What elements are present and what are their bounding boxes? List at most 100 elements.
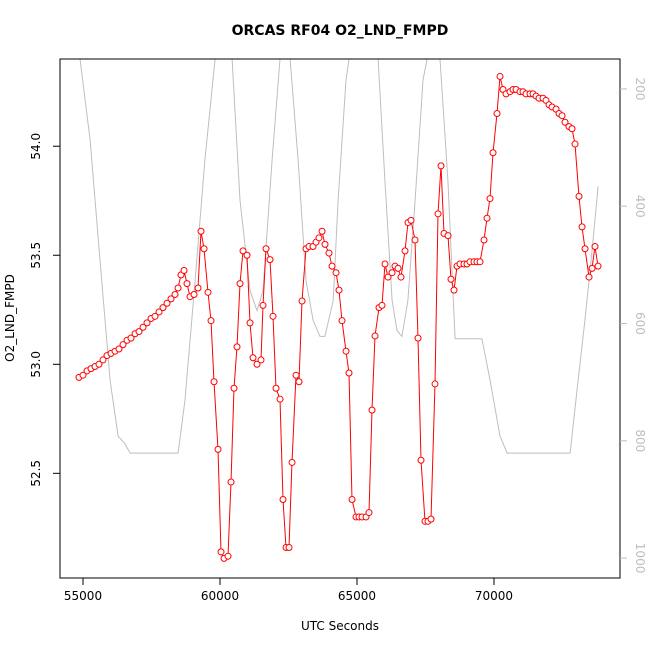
data-point: [298, 297, 306, 305]
data-point: [200, 245, 208, 253]
data-point: [321, 240, 329, 248]
data-point: [269, 312, 277, 320]
data-point: [210, 378, 218, 386]
data-point: [180, 267, 188, 275]
data-point: [437, 162, 445, 170]
data-point: [214, 445, 222, 453]
data-point: [378, 301, 386, 309]
y-tick-label: 53.5: [29, 242, 43, 269]
data-point: [594, 262, 602, 270]
data-point: [394, 264, 402, 272]
data-point: [276, 395, 284, 403]
data-point: [450, 286, 458, 294]
data-point: [332, 269, 340, 277]
data-point: [571, 140, 579, 148]
data-point: [239, 247, 247, 255]
data-point: [315, 234, 323, 242]
data-point: [407, 216, 415, 224]
y2-tick-label: 400: [633, 195, 647, 218]
series-line: [79, 59, 599, 454]
data-point: [496, 72, 504, 80]
data-point: [249, 354, 257, 362]
x-tick-label: 55000: [64, 589, 102, 603]
data-point: [227, 478, 235, 486]
data-point: [417, 456, 425, 464]
plot-area: [75, 59, 602, 562]
data-point: [115, 345, 123, 353]
x-axis-label: UTC Seconds: [301, 619, 379, 633]
data-point: [171, 291, 179, 299]
data-point: [434, 210, 442, 218]
data-point: [447, 275, 455, 283]
y-tick-label: 52.5: [29, 460, 43, 487]
data-point: [159, 304, 167, 312]
data-point: [285, 543, 293, 551]
data-point: [561, 118, 569, 126]
data-point: [163, 299, 171, 307]
data-point: [335, 286, 343, 294]
data-point: [338, 317, 346, 325]
data-point: [236, 280, 244, 288]
data-point: [262, 245, 270, 253]
data-point: [397, 273, 405, 281]
data-point: [371, 332, 379, 340]
data-point: [99, 356, 107, 364]
data-point: [272, 384, 280, 392]
y-tick-label: 53.0: [29, 351, 43, 378]
data-point: [381, 260, 389, 268]
x-tick-label: 70000: [475, 589, 513, 603]
chart-title: ORCAS RF04 O2_LND_FMPD: [232, 23, 449, 39]
data-point: [253, 360, 261, 368]
data-point: [295, 378, 303, 386]
data-point: [578, 223, 586, 231]
data-point: [588, 264, 596, 272]
data-point: [444, 232, 452, 240]
data-point: [591, 243, 599, 251]
data-point: [151, 312, 159, 320]
data-point: [483, 214, 491, 222]
data-point: [119, 341, 127, 349]
data-point: [167, 295, 175, 303]
data-point: [127, 334, 135, 342]
data-point: [194, 284, 202, 292]
data-point: [365, 509, 373, 517]
data-point: [368, 406, 376, 414]
data-point: [558, 112, 566, 120]
data-point: [318, 227, 326, 235]
data-point: [139, 323, 147, 331]
data-point: [259, 301, 267, 309]
data-point: [243, 251, 251, 259]
data-point: [493, 110, 501, 118]
data-point: [143, 319, 151, 327]
data-point: [207, 317, 215, 325]
data-point: [575, 192, 583, 200]
data-point: [230, 384, 238, 392]
data-point: [414, 334, 422, 342]
data-point: [174, 284, 182, 292]
data-point: [197, 227, 205, 235]
data-point: [568, 125, 576, 133]
data-point: [217, 548, 225, 556]
data-point: [486, 195, 494, 203]
data-point: [384, 273, 392, 281]
data-point: [155, 308, 163, 316]
data-point: [489, 149, 497, 157]
data-point: [79, 371, 87, 379]
data-point: [325, 249, 333, 257]
y2-tick-label: 800: [633, 429, 647, 452]
data-point: [480, 236, 488, 244]
data-point: [342, 347, 350, 355]
y2-tick-label: 200: [633, 77, 647, 100]
data-point: [427, 515, 435, 523]
y-tick-label: 54.0: [29, 133, 43, 160]
data-point: [224, 552, 232, 560]
data-point: [279, 495, 287, 503]
data-point: [135, 328, 143, 336]
data-point: [95, 360, 103, 368]
data-point: [233, 343, 241, 351]
data-point: [292, 371, 300, 379]
data-point: [585, 273, 593, 281]
